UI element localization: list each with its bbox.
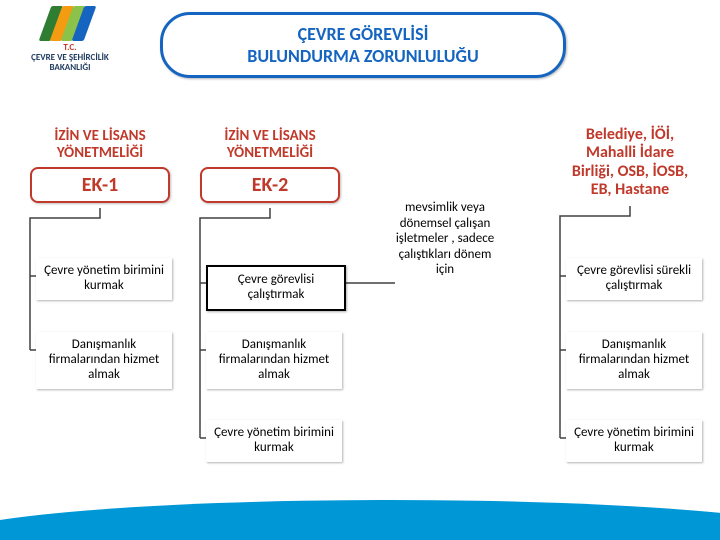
column-header-text: Belediye, İÖİ,Mahalli İdareBirliği, OSB,…	[560, 126, 700, 200]
node-box: Danışmanlık firmalarından hizmet almak	[36, 332, 172, 389]
node-box: Danışmanlık firmalarından hizmet almak	[566, 332, 702, 389]
middle-note-text: mevsimlik veya dönemsel çalışan işletmel…	[396, 200, 494, 277]
node-box: Danışmanlık firmalarından hizmet almak	[206, 332, 342, 389]
bottom-curve	[0, 500, 720, 540]
title-line1: ÇEVRE GÖREVLİSİ	[298, 23, 429, 45]
column-header-col1: İZİN VE LİSANSYÖNETMELİĞİ EK-1	[30, 128, 170, 203]
column-header-col3: Belediye, İÖİ,Mahalli İdareBirliği, OSB,…	[560, 126, 700, 200]
ministry-logo: T.C. ÇEVRE VE ŞEHİRCİLİK BAKANLIĞI	[10, 6, 130, 86]
title-line2: BULUNDURMA ZORUNLULUĞU	[247, 45, 478, 67]
logo-stripes-icon	[45, 6, 95, 41]
middle-note: mevsimlik veya dönemsel çalışan işletmel…	[395, 200, 495, 278]
title-banner: ÇEVRE GÖREVLİSİ BULUNDURMA ZORUNLULUĞU	[160, 12, 566, 78]
column-badge: EK-2	[200, 167, 340, 203]
node-box: Çevre yönetim birimini kurmak	[566, 420, 702, 462]
logo-text: T.C. ÇEVRE VE ŞEHİRCİLİK BAKANLIĞI	[31, 43, 109, 73]
column-header-col2: İZİN VE LİSANSYÖNETMELİĞİ EK-2	[200, 128, 340, 203]
column-badge: EK-1	[30, 167, 170, 203]
node-box: Çevre yönetim birimini kurmak	[206, 420, 342, 462]
node-box: Çevre görevlisi çalıştırmak	[206, 265, 346, 311]
column-header-text: İZİN VE LİSANSYÖNETMELİĞİ	[200, 128, 340, 163]
node-box: Çevre görevlisi sürekli çalıştırmak	[566, 258, 702, 300]
column-header-text: İZİN VE LİSANSYÖNETMELİĞİ	[30, 128, 170, 163]
node-box: Çevre yönetim birimini kurmak	[36, 258, 172, 300]
logo-text-line3: BAKANLIĞI	[49, 62, 90, 73]
